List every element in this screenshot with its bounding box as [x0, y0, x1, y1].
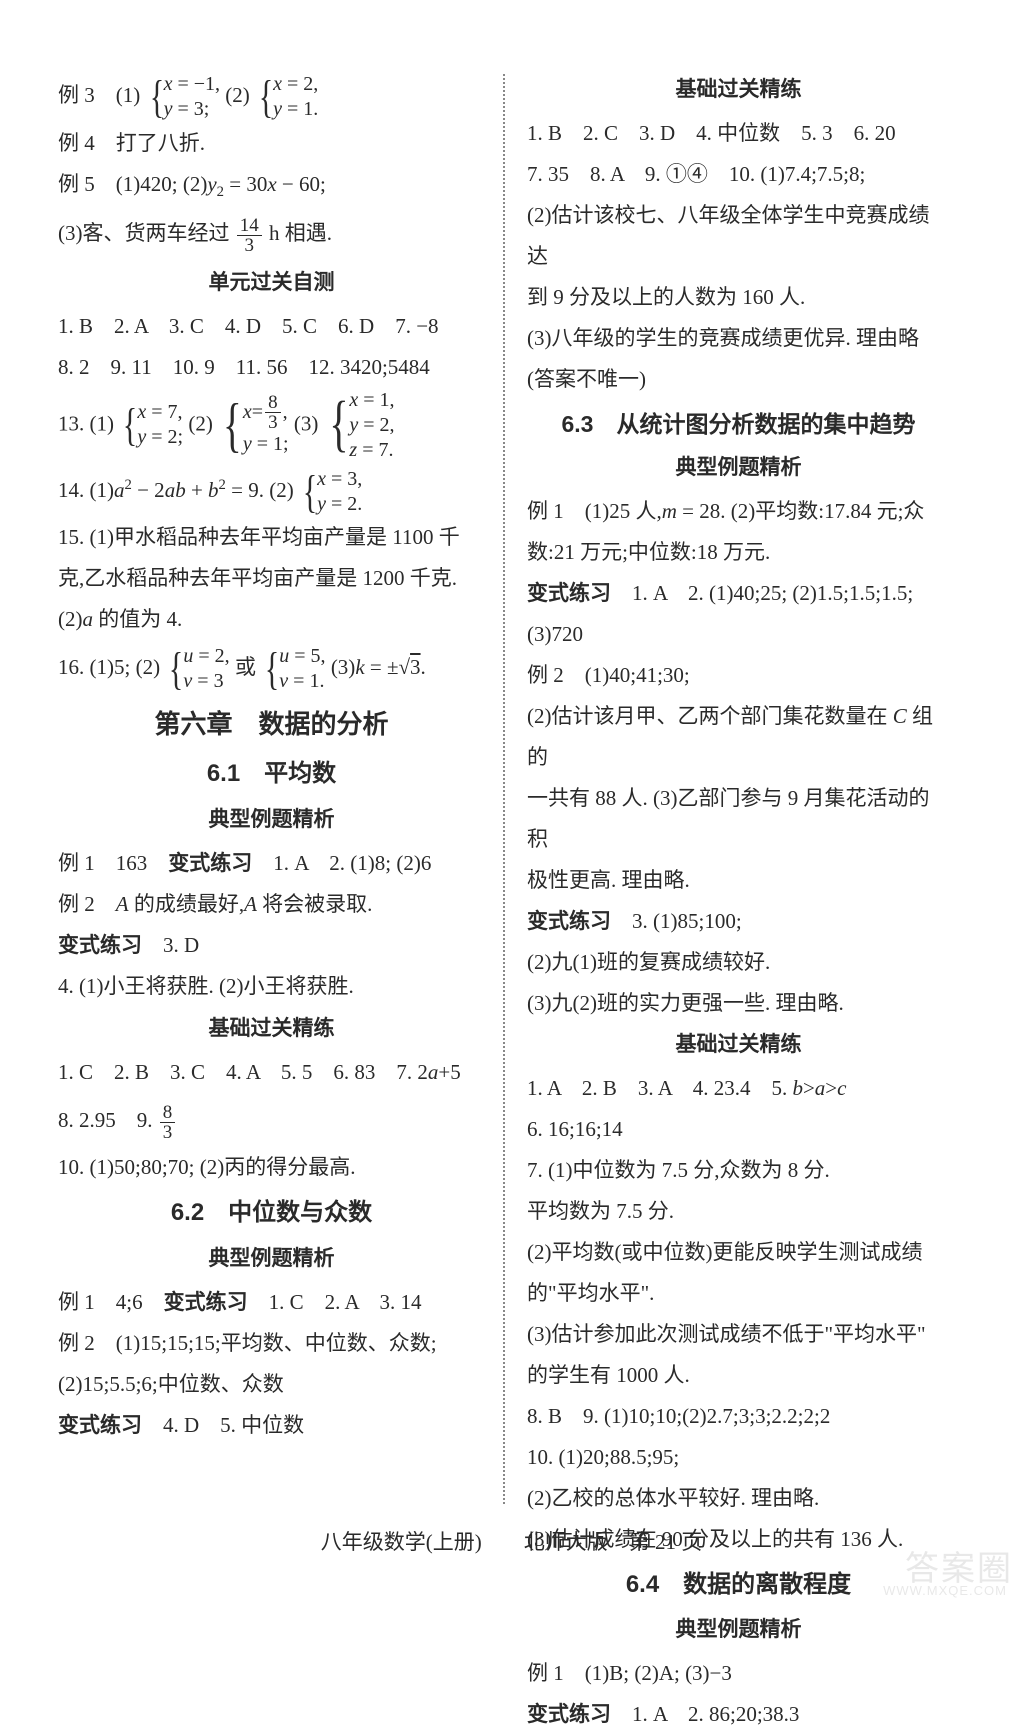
- section-heading: 典型例题精析: [58, 800, 485, 841]
- t: 1. A 2. (1)8; (2)6: [252, 851, 431, 875]
- t: 8. 2.95 9.: [58, 1108, 158, 1132]
- text-line: 例 1 163 变式练习 1. A 2. (1)8; (2)6: [58, 843, 485, 884]
- section-heading: 6.3 从统计图分析数据的集中趋势: [527, 402, 950, 447]
- text-line: (3)八年级的学生的竞赛成绩更优异. 理由略: [527, 318, 950, 359]
- brace: { x = 83, y = 1;: [218, 393, 289, 457]
- text-line: (答案不唯一): [527, 359, 950, 400]
- text-line: 16. (1)5; (2) { u = 2,v = 3 或 { u = 5,v …: [58, 640, 485, 695]
- text-line: 10. (1)50;80;70; (2)丙的得分最高.: [58, 1147, 485, 1188]
- text-line: 例 3 (1) { x = −1,y = 3; (2) { x = 2,y = …: [58, 68, 485, 123]
- t: (2): [188, 411, 213, 435]
- brace: { u = 5,v = 1.: [261, 644, 325, 694]
- text-line: (2)九(1)班的复赛成绩较好.: [527, 942, 950, 983]
- text-line: (2)乙校的总体水平较好. 理由略.: [527, 1478, 950, 1519]
- brace: { u = 2,v = 3: [165, 644, 229, 694]
- section-heading: 典型例题精析: [527, 448, 950, 489]
- text-line: 例 2 A 的成绩最好,A 将会被录取.: [58, 884, 485, 925]
- text-line: 10. (1)20;88.5;95;: [527, 1437, 950, 1478]
- text-line: 7. (1)中位数为 7.5 分,众数为 8 分.: [527, 1150, 950, 1191]
- section-heading: 单元过关自测: [58, 263, 485, 304]
- left-column: 例 3 (1) { x = −1,y = 3; (2) { x = 2,y = …: [58, 68, 503, 1520]
- text-line: 数:21 万元;中位数:18 万元.: [527, 532, 950, 573]
- text-line: 4. (1)小王将获胜. (2)小王将获胜.: [58, 966, 485, 1007]
- text-line: 例 2 (1)15;15;15;平均数、中位数、众数;: [58, 1323, 485, 1364]
- text-line: (2)15;5.5;6;中位数、众数: [58, 1364, 485, 1405]
- text-line: 14. (1)a2 − 2ab + b2 = 9. (2) { x = 3,y …: [58, 463, 485, 518]
- t: 例 3 (1): [58, 83, 140, 107]
- text-line: (3)九(2)班的实力更强一些. 理由略.: [527, 983, 950, 1024]
- section-heading: 6.1 平均数: [58, 751, 485, 798]
- section-heading: 基础过关精练: [527, 1025, 950, 1066]
- text-line: 变式练习 3. D: [58, 925, 485, 966]
- section-heading: 典型例题精析: [58, 1239, 485, 1280]
- text-line: 8. B 9. (1)10;10;(2)2.7;3;3;2.2;2;2: [527, 1396, 950, 1437]
- text-line: 8. 2.95 9. 83: [58, 1093, 485, 1148]
- chapter-heading: 第六章 数据的分析: [58, 699, 485, 750]
- den: 3: [242, 236, 258, 255]
- brace: { x = 1,y = 2,z = 7.: [324, 388, 395, 463]
- text-line: 一共有 88 人. (3)乙部门参与 9 月集花活动的积: [527, 778, 950, 860]
- fraction: 83: [160, 1103, 176, 1142]
- text-line: 例 1 (1)B; (2)A; (3)−3: [527, 1653, 950, 1694]
- text-line: 6. 16;16;14: [527, 1109, 950, 1150]
- right-column: 基础过关精练 1. B 2. C 3. D 4. 中位数 5. 3 6. 20 …: [505, 68, 950, 1520]
- section-heading: 典型例题精析: [527, 1610, 950, 1651]
- text-line: 1. B 2. A 3. C 4. D 5. C 6. D 7. −8: [58, 306, 485, 347]
- t: (2): [225, 83, 250, 107]
- text-line: 例 4 打了八折.: [58, 123, 485, 164]
- text-line: 的学生有 1000 人.: [527, 1355, 950, 1396]
- text-line: (2)估计该月甲、乙两个部门集花数量在 C 组的: [527, 696, 950, 778]
- t: h 相遇.: [269, 221, 332, 245]
- text-line: 13. (1) { x = 7,y = 2; (2) { x = 83, y =…: [58, 388, 485, 463]
- brace: { x = 3,y = 2.: [299, 467, 362, 517]
- text-line: 的"平均水平".: [527, 1273, 950, 1314]
- text-line: 15. (1)甲水稻品种去年平均亩产量是 1100 千: [58, 517, 485, 558]
- brace: { x = 7,y = 2;: [119, 400, 183, 450]
- watermark-url: WWW.MXQE.COM: [883, 1583, 1007, 1598]
- brace: { x = 2,y = 1.: [255, 72, 318, 122]
- text-line: 例 1 4;6 变式练习 1. C 2. A 3. 14: [58, 1282, 485, 1323]
- t: (3): [294, 411, 319, 435]
- t: (3)客、货两车经过: [58, 221, 230, 245]
- text-line: (3)客、货两车经过 14 3 h 相遇.: [58, 206, 485, 261]
- text-line: 变式练习 4. D 5. 中位数: [58, 1405, 485, 1446]
- text-line: (2)平均数(或中位数)更能反映学生测试成绩: [527, 1232, 950, 1273]
- t: 变式练习: [168, 851, 252, 875]
- text-line: 例 5 (1)420; (2)y2 = 30x − 60;: [58, 164, 485, 207]
- t: 或: [235, 655, 256, 679]
- text-line: 极性更高. 理由略.: [527, 860, 950, 901]
- text-line: (3)720: [527, 614, 950, 655]
- text-line: 1. A 2. B 3. A 4. 23.4 5. b>a>c: [527, 1068, 950, 1109]
- section-heading: 基础过关精练: [527, 70, 950, 111]
- text-line: 1. C 2. B 3. C 4. A 5. 5 6. 83 7. 2a+5: [58, 1052, 485, 1093]
- t: 16. (1)5; (2): [58, 655, 160, 679]
- brace: { x = −1,y = 3;: [146, 72, 221, 122]
- fraction: 14 3: [237, 216, 262, 255]
- text-line: 8. 2 9. 11 10. 9 11. 56 12. 3420;5484: [58, 347, 485, 388]
- text-line: 变式练习 1. A 2. (1)40;25; (2)1.5;1.5;1.5;: [527, 573, 950, 614]
- text-line: 克,乙水稻品种去年平均亩产量是 1200 千克.: [58, 558, 485, 599]
- text-line: 例 2 (1)40;41;30;: [527, 655, 950, 696]
- text-line: 7. 35 8. A 9. ①④ 10. (1)7.4;7.5;8;: [527, 154, 950, 195]
- section-heading: 基础过关精练: [58, 1009, 485, 1050]
- text-line: 例 1 (1)25 人,m = 28. (2)平均数:17.84 元;众: [527, 491, 950, 532]
- text-line: (2)估计该校七、八年级全体学生中竞赛成绩达: [527, 195, 950, 277]
- text-line: (3)估计参加此次测试成绩不低于"平均水平": [527, 1314, 950, 1355]
- text-line: 变式练习 3. (1)85;100;: [527, 901, 950, 942]
- text-line: 平均数为 7.5 分.: [527, 1191, 950, 1232]
- text-line: (2)a 的值为 4.: [58, 599, 485, 640]
- section-heading: 6.2 中位数与众数: [58, 1190, 485, 1237]
- text-line: 变式练习 1. A 2. 86;20;38.3: [527, 1694, 950, 1735]
- text-line: 1. B 2. C 3. D 4. 中位数 5. 3 6. 20: [527, 113, 950, 154]
- num: 14: [237, 216, 262, 236]
- t: 13. (1): [58, 411, 114, 435]
- t: 例 1 163: [58, 851, 168, 875]
- page-footer: 八年级数学(上册) 北师大版 第 21 页: [0, 1526, 1023, 1556]
- text-line: 到 9 分及以上的人数为 160 人.: [527, 277, 950, 318]
